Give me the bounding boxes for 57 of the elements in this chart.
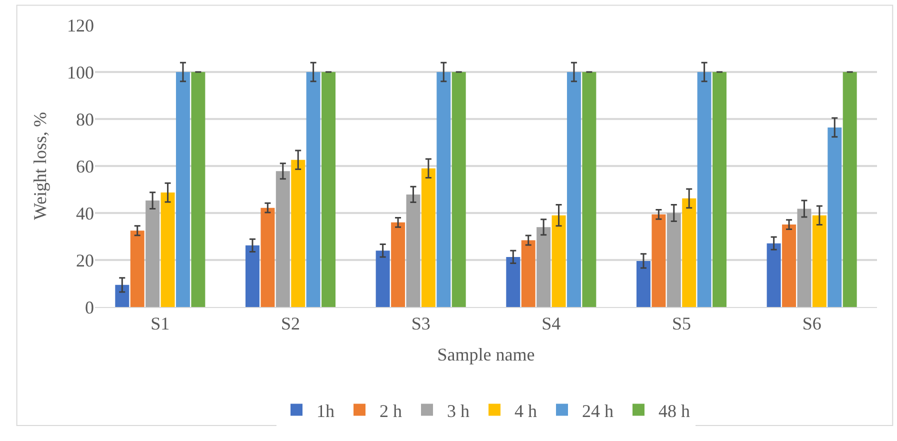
y-tick-label: 40 (76, 203, 94, 224)
bar (322, 72, 336, 307)
y-tick-label: 80 (76, 109, 94, 130)
x-tick-label: S3 (411, 314, 430, 334)
bar (176, 72, 190, 307)
bar (276, 171, 290, 307)
bar (115, 284, 130, 307)
legend-label: 3 h (447, 400, 470, 421)
bar (521, 240, 536, 307)
bar (812, 215, 826, 307)
bar (842, 72, 857, 307)
bar (506, 256, 520, 307)
bar (782, 224, 796, 307)
bar (566, 72, 581, 307)
bar (652, 214, 666, 307)
bar (536, 227, 551, 307)
bar (391, 222, 406, 307)
bar (712, 72, 727, 307)
x-tick-label: S6 (802, 314, 822, 334)
x-tick-label: S5 (672, 314, 692, 334)
x-tick-label: S1 (150, 314, 170, 334)
bar (406, 194, 420, 307)
x-tick-label: S4 (542, 314, 561, 334)
y-tick-label: 20 (76, 250, 94, 270)
bar (130, 230, 144, 307)
bar (636, 260, 650, 307)
bar (682, 198, 696, 307)
y-tick-label: 120 (67, 15, 94, 36)
bar (797, 208, 812, 307)
bar (552, 215, 566, 307)
bar (666, 213, 681, 307)
y-tick-label: 0 (85, 297, 94, 318)
bar (291, 160, 306, 307)
bar (376, 250, 390, 307)
y-axis-title: Weight loss, % (30, 112, 50, 220)
bar (766, 243, 781, 307)
y-tick-label: 60 (76, 156, 94, 176)
bar (436, 72, 451, 307)
y-tick-label: 100 (67, 62, 94, 82)
legend-label: 48 h (658, 400, 690, 421)
bar (452, 72, 466, 307)
bar (245, 245, 260, 307)
x-tick-label: S2 (280, 314, 300, 334)
legend-label: 1h (316, 400, 334, 421)
bar (582, 72, 596, 307)
legend-label: 24 h (582, 400, 614, 421)
x-axis-title: Sample name (437, 344, 535, 365)
bar (160, 192, 175, 307)
bar (828, 127, 842, 307)
bar (697, 72, 712, 307)
legend-label: 4 h (514, 400, 537, 421)
legend-label: 2 h (380, 400, 402, 421)
bar (306, 72, 320, 307)
bar (260, 208, 275, 307)
bar (421, 168, 436, 307)
bar (146, 200, 160, 307)
bar (191, 72, 206, 307)
